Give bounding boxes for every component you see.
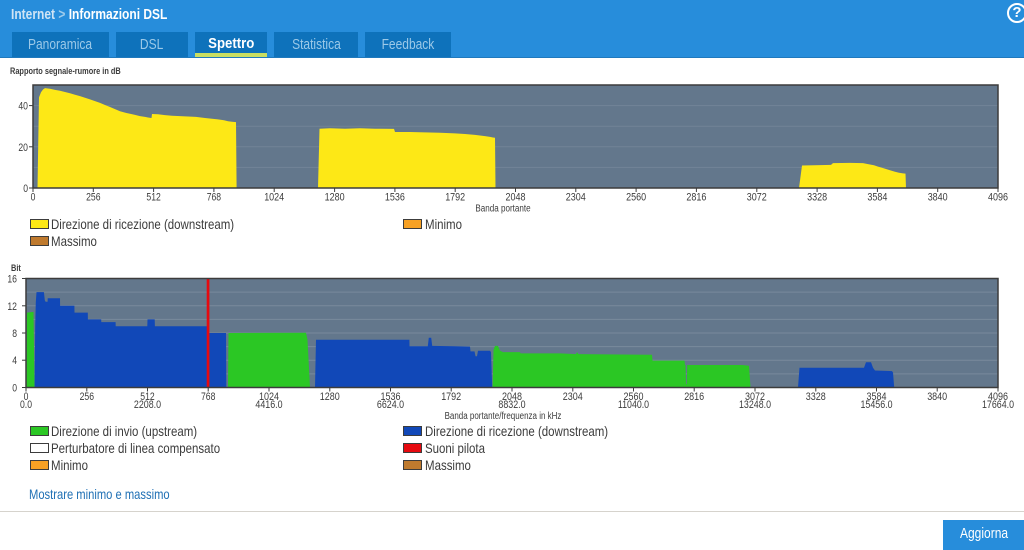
svg-text:2560: 2560: [626, 192, 646, 204]
svg-text:768: 768: [201, 391, 215, 403]
svg-text:2304: 2304: [566, 192, 586, 204]
svg-text:512: 512: [140, 391, 154, 403]
svg-text:2208.0: 2208.0: [134, 399, 161, 411]
svg-text:2816: 2816: [684, 391, 704, 403]
svg-text:16: 16: [7, 274, 17, 286]
svg-text:11040.0: 11040.0: [618, 399, 649, 411]
svg-text:3328: 3328: [807, 192, 827, 204]
svg-text:1536: 1536: [385, 192, 405, 204]
svg-text:Banda portante/frequenza in kH: Banda portante/frequenza in kHz: [445, 411, 562, 422]
svg-text:768: 768: [207, 192, 221, 204]
svg-text:256: 256: [80, 391, 94, 403]
svg-text:3328: 3328: [806, 391, 826, 403]
svg-text:2048: 2048: [506, 192, 526, 204]
svg-text:1024: 1024: [264, 192, 284, 204]
svg-text:12: 12: [7, 301, 17, 313]
svg-text:4416.0: 4416.0: [255, 399, 282, 411]
svg-text:512: 512: [146, 192, 160, 204]
svg-text:3840: 3840: [927, 391, 947, 403]
svg-text:4096: 4096: [988, 192, 1008, 204]
svg-text:2560: 2560: [624, 391, 644, 403]
svg-text:4: 4: [12, 355, 17, 367]
svg-text:1280: 1280: [325, 192, 345, 204]
svg-text:0: 0: [24, 391, 29, 403]
svg-text:1280: 1280: [320, 391, 340, 403]
svg-text:2816: 2816: [686, 192, 706, 204]
svg-text:2048: 2048: [502, 391, 522, 403]
svg-text:1792: 1792: [445, 192, 465, 204]
svg-text:1792: 1792: [441, 391, 461, 403]
svg-text:3072: 3072: [747, 192, 767, 204]
svg-text:Banda portante: Banda portante: [475, 204, 531, 215]
svg-text:15456.0: 15456.0: [861, 399, 893, 411]
svg-text:6624.0: 6624.0: [377, 399, 404, 411]
svg-text:3584: 3584: [867, 192, 887, 204]
svg-text:3840: 3840: [928, 192, 948, 204]
svg-text:17664.0: 17664.0: [982, 399, 1014, 411]
svg-text:0.0: 0.0: [20, 399, 32, 411]
svg-text:3072: 3072: [745, 391, 765, 403]
svg-text:1536: 1536: [381, 391, 401, 403]
svg-text:20: 20: [18, 142, 28, 154]
svg-text:13248.0: 13248.0: [739, 399, 771, 411]
svg-text:0: 0: [23, 183, 28, 195]
svg-text:1024: 1024: [259, 391, 279, 403]
svg-text:8832.0: 8832.0: [498, 399, 525, 411]
svg-text:8: 8: [12, 328, 17, 340]
svg-text:40: 40: [18, 101, 28, 113]
svg-text:4096: 4096: [988, 391, 1008, 403]
svg-text:256: 256: [86, 192, 100, 204]
svg-text:0: 0: [31, 192, 36, 204]
svg-text:2304: 2304: [563, 391, 583, 403]
svg-text:3584: 3584: [867, 391, 887, 403]
svg-text:0: 0: [12, 383, 17, 395]
